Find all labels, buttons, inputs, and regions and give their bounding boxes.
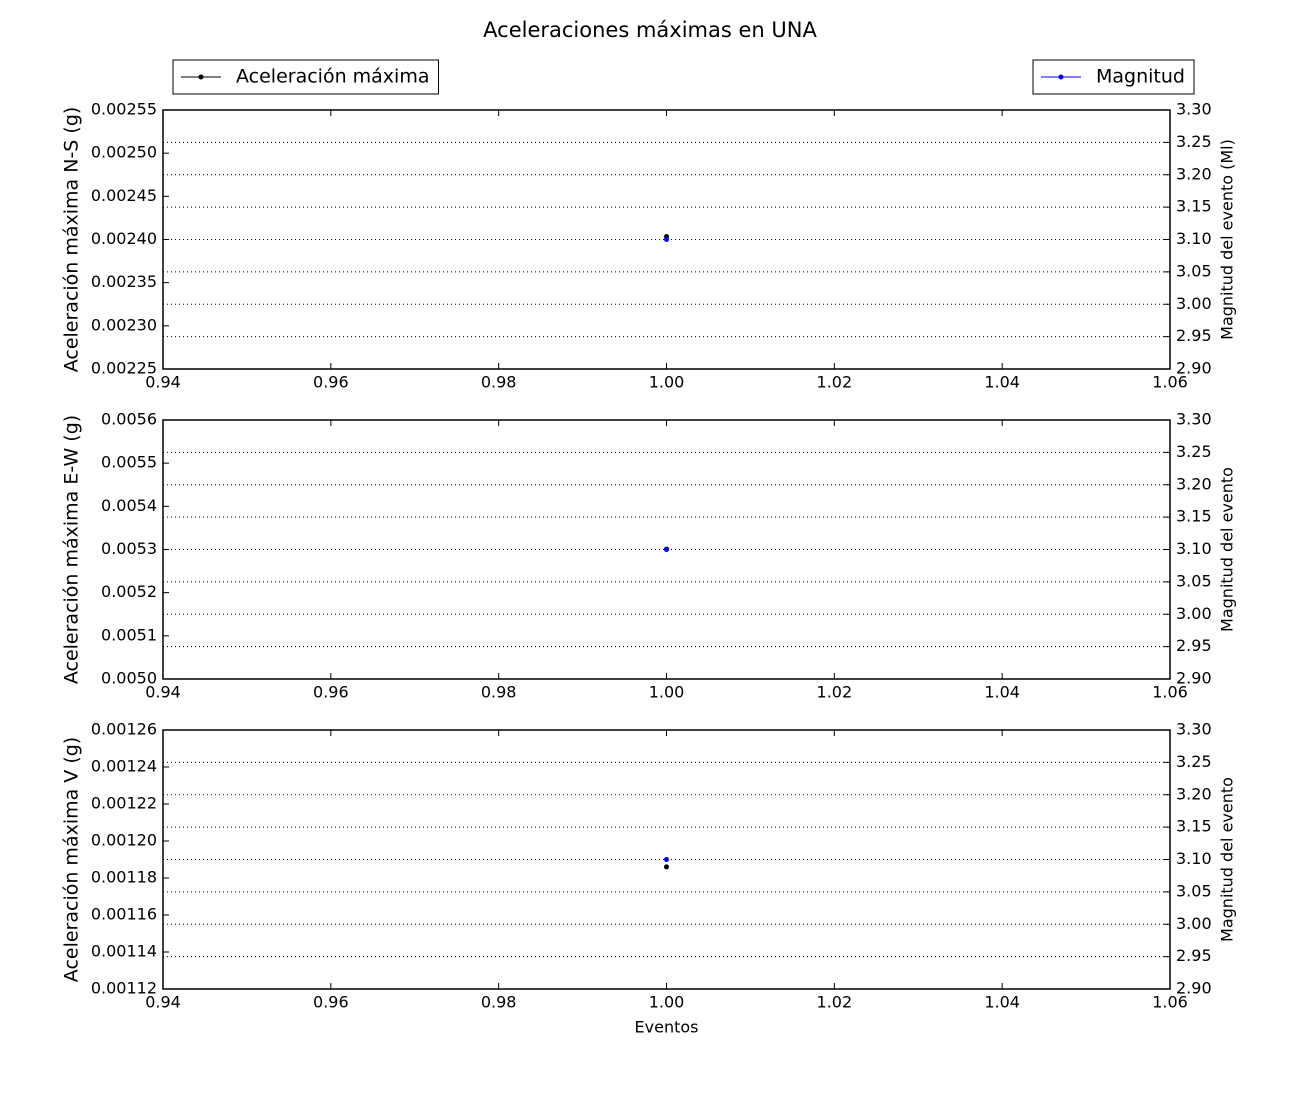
legend-label: Aceleración máxima xyxy=(236,66,429,88)
y-axis-label: Aceleración máxima N-S (g) xyxy=(61,107,83,373)
y2-tick-label: 3.20 xyxy=(1176,164,1212,183)
y-tick-label: 0.00120 xyxy=(91,831,157,850)
data-point xyxy=(664,857,669,862)
chart-title: Aceleraciones máximas en UNA xyxy=(483,18,817,42)
x-tick-label: 0.98 xyxy=(481,373,517,392)
y2-tick-label: 2.95 xyxy=(1176,946,1212,965)
x-tick-label: 1.04 xyxy=(984,683,1020,702)
plot-frame xyxy=(162,419,1171,680)
y-tick-label: 0.0050 xyxy=(101,669,157,688)
x-tick-label: 0.94 xyxy=(145,373,181,392)
y2-tick-label: 3.00 xyxy=(1176,914,1212,933)
y2-tick-label: 3.15 xyxy=(1176,817,1212,836)
plot-frame xyxy=(162,109,1171,370)
y-tick-label: 0.00112 xyxy=(91,979,157,998)
y2-tick-label: 3.00 xyxy=(1176,604,1212,623)
y-tick-label: 0.0053 xyxy=(101,539,157,558)
y-tick-label: 0.00255 xyxy=(91,100,157,119)
y2-axis-label: Magnitud del evento xyxy=(1218,467,1237,632)
y-tick-label: 0.00126 xyxy=(91,720,157,739)
y2-tick-label: 3.25 xyxy=(1176,752,1212,771)
x-tick-label: 0.94 xyxy=(145,993,181,1012)
y-tick-label: 0.00235 xyxy=(91,272,157,291)
y2-tick-label: 2.90 xyxy=(1176,359,1212,378)
legend-label: Magnitud xyxy=(1096,66,1185,88)
x-tick-label: 0.96 xyxy=(313,683,349,702)
y-tick-label: 0.0054 xyxy=(101,496,157,515)
x-tick-label: 1.02 xyxy=(817,683,853,702)
y2-axis-label: Magnitud del evento xyxy=(1218,777,1237,942)
y2-tick-label: 3.10 xyxy=(1176,849,1212,868)
x-tick-label: 1.00 xyxy=(649,993,685,1012)
x-tick-label: 1.04 xyxy=(984,373,1020,392)
x-tick-label: 1.00 xyxy=(649,373,685,392)
x-tick-label: 0.96 xyxy=(313,373,349,392)
y-tick-label: 0.00122 xyxy=(91,794,157,813)
y2-tick-label: 3.25 xyxy=(1176,442,1212,461)
y-tick-label: 0.00118 xyxy=(91,868,157,887)
y-tick-label: 0.0051 xyxy=(101,625,157,644)
y-tick-label: 0.00124 xyxy=(91,757,157,776)
y-tick-label: 0.00250 xyxy=(91,143,157,162)
y2-tick-label: 3.20 xyxy=(1176,474,1212,493)
x-tick-label: 1.00 xyxy=(649,683,685,702)
y2-tick-label: 3.10 xyxy=(1176,229,1212,248)
y-axis-label: Aceleración máxima V (g) xyxy=(61,737,83,982)
y2-tick-label: 3.15 xyxy=(1176,507,1212,526)
y2-axis-label: Magnitud del evento (Ml) xyxy=(1218,139,1237,340)
x-tick-label: 1.02 xyxy=(817,993,853,1012)
x-tick-label: 1.02 xyxy=(817,373,853,392)
x-axis-label: Eventos xyxy=(635,1018,699,1037)
x-tick-label: 1.04 xyxy=(984,993,1020,1012)
y2-tick-label: 2.90 xyxy=(1176,979,1212,998)
y2-tick-label: 3.05 xyxy=(1176,261,1212,280)
y2-tick-label: 2.90 xyxy=(1176,669,1212,688)
legend-marker xyxy=(198,74,204,80)
y-tick-label: 0.0055 xyxy=(101,453,157,472)
legend-marker xyxy=(1058,74,1064,80)
plot-frame xyxy=(162,729,1171,990)
y2-tick-label: 3.25 xyxy=(1176,132,1212,151)
x-tick-label: 0.96 xyxy=(313,993,349,1012)
data-point xyxy=(664,237,669,242)
y2-tick-label: 3.30 xyxy=(1176,410,1212,429)
legend: Magnitud xyxy=(1032,59,1195,95)
x-tick-label: 1.06 xyxy=(1152,993,1188,1012)
y2-tick-label: 3.30 xyxy=(1176,720,1212,739)
y2-tick-label: 2.95 xyxy=(1176,636,1212,655)
y-tick-label: 0.00114 xyxy=(91,942,157,961)
y2-tick-label: 2.95 xyxy=(1176,326,1212,345)
y-tick-label: 0.00245 xyxy=(91,186,157,205)
x-tick-label: 0.98 xyxy=(481,683,517,702)
y2-tick-label: 3.30 xyxy=(1176,100,1212,119)
y2-tick-label: 3.10 xyxy=(1176,539,1212,558)
data-point xyxy=(664,547,669,552)
x-tick-label: 0.94 xyxy=(145,683,181,702)
y2-tick-label: 3.00 xyxy=(1176,294,1212,313)
y-tick-label: 0.00225 xyxy=(91,359,157,378)
y-tick-label: 0.0052 xyxy=(101,582,157,601)
y-tick-label: 0.00116 xyxy=(91,905,157,924)
y2-tick-label: 3.20 xyxy=(1176,784,1212,803)
x-tick-label: 1.06 xyxy=(1152,373,1188,392)
x-tick-label: 0.98 xyxy=(481,993,517,1012)
y-tick-label: 0.00240 xyxy=(91,229,157,248)
y2-tick-label: 3.05 xyxy=(1176,881,1212,900)
y-tick-label: 0.0056 xyxy=(101,410,157,429)
x-tick-label: 1.06 xyxy=(1152,683,1188,702)
legend: Aceleración máxima xyxy=(172,59,439,95)
y2-tick-label: 3.15 xyxy=(1176,197,1212,216)
data-point xyxy=(664,864,669,870)
y-tick-label: 0.00230 xyxy=(91,315,157,334)
y2-tick-label: 3.05 xyxy=(1176,571,1212,590)
y-axis-label: Aceleración máxima E-W (g) xyxy=(61,415,83,684)
